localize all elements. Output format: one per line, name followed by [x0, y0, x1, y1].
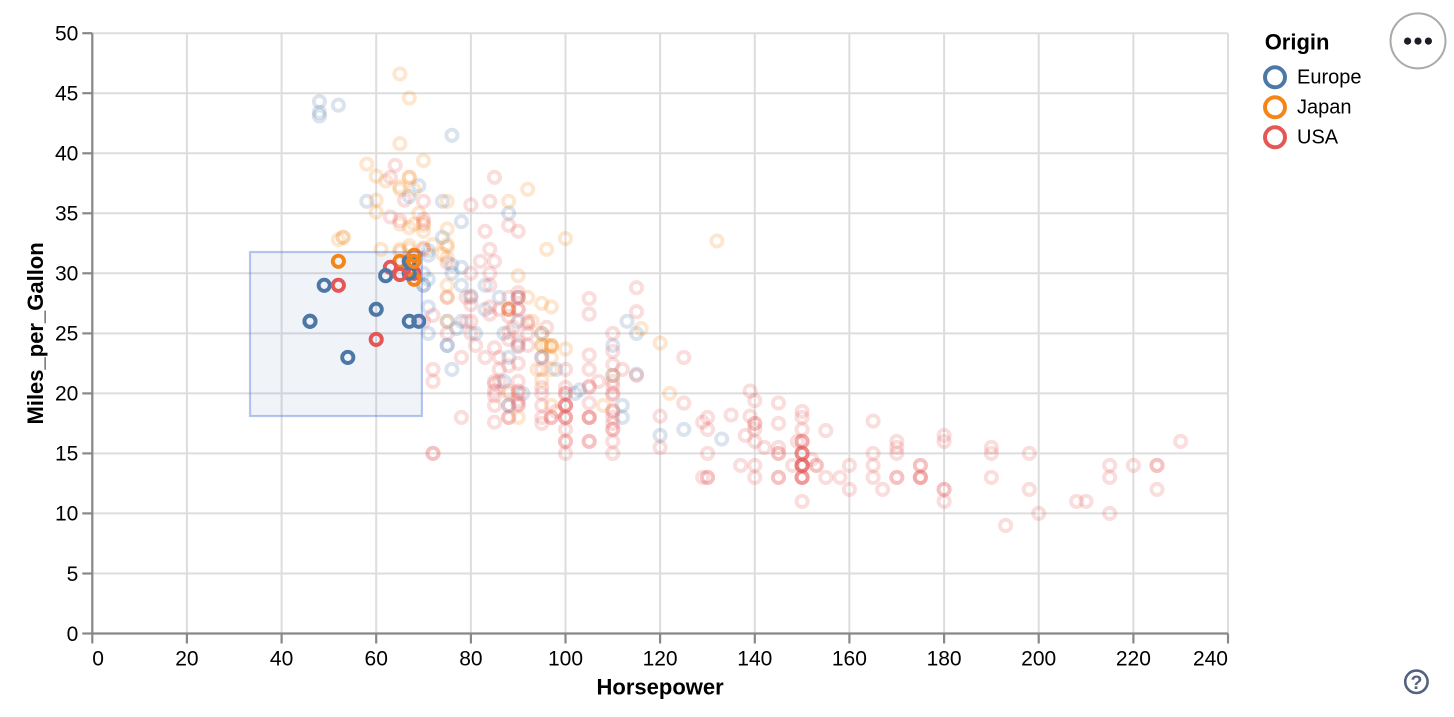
svg-text:100: 100 [548, 648, 583, 671]
svg-text:0: 0 [92, 648, 104, 671]
svg-text:40: 40 [55, 143, 78, 166]
svg-text:200: 200 [1021, 648, 1056, 671]
svg-text:20: 20 [55, 383, 78, 406]
svg-text:220: 220 [1116, 648, 1151, 671]
svg-text:160: 160 [832, 648, 867, 671]
svg-text:10: 10 [55, 503, 78, 526]
svg-text:Horsepower: Horsepower [597, 675, 725, 700]
svg-text:20: 20 [175, 648, 198, 671]
svg-text:Origin: Origin [1265, 30, 1330, 55]
svg-text:80: 80 [459, 648, 482, 671]
svg-text:5: 5 [67, 563, 79, 586]
svg-text:Japan: Japan [1297, 96, 1352, 118]
svg-text:40: 40 [270, 648, 293, 671]
svg-text:120: 120 [643, 648, 678, 671]
svg-text:Miles_per_Gallon: Miles_per_Gallon [23, 242, 48, 424]
svg-text:0: 0 [67, 623, 79, 646]
svg-text:Europe: Europe [1297, 66, 1362, 88]
svg-text:140: 140 [737, 648, 772, 671]
svg-text:45: 45 [55, 83, 78, 106]
svg-text:25: 25 [55, 323, 78, 346]
svg-text:240: 240 [1193, 648, 1228, 671]
svg-text:30: 30 [55, 263, 78, 286]
svg-text:USA: USA [1297, 126, 1339, 148]
svg-text:?: ? [1410, 672, 1422, 694]
svg-text:50: 50 [55, 23, 78, 46]
svg-text:15: 15 [55, 443, 78, 466]
svg-text:35: 35 [55, 203, 78, 226]
svg-text:60: 60 [365, 648, 388, 671]
svg-text:180: 180 [927, 648, 962, 671]
